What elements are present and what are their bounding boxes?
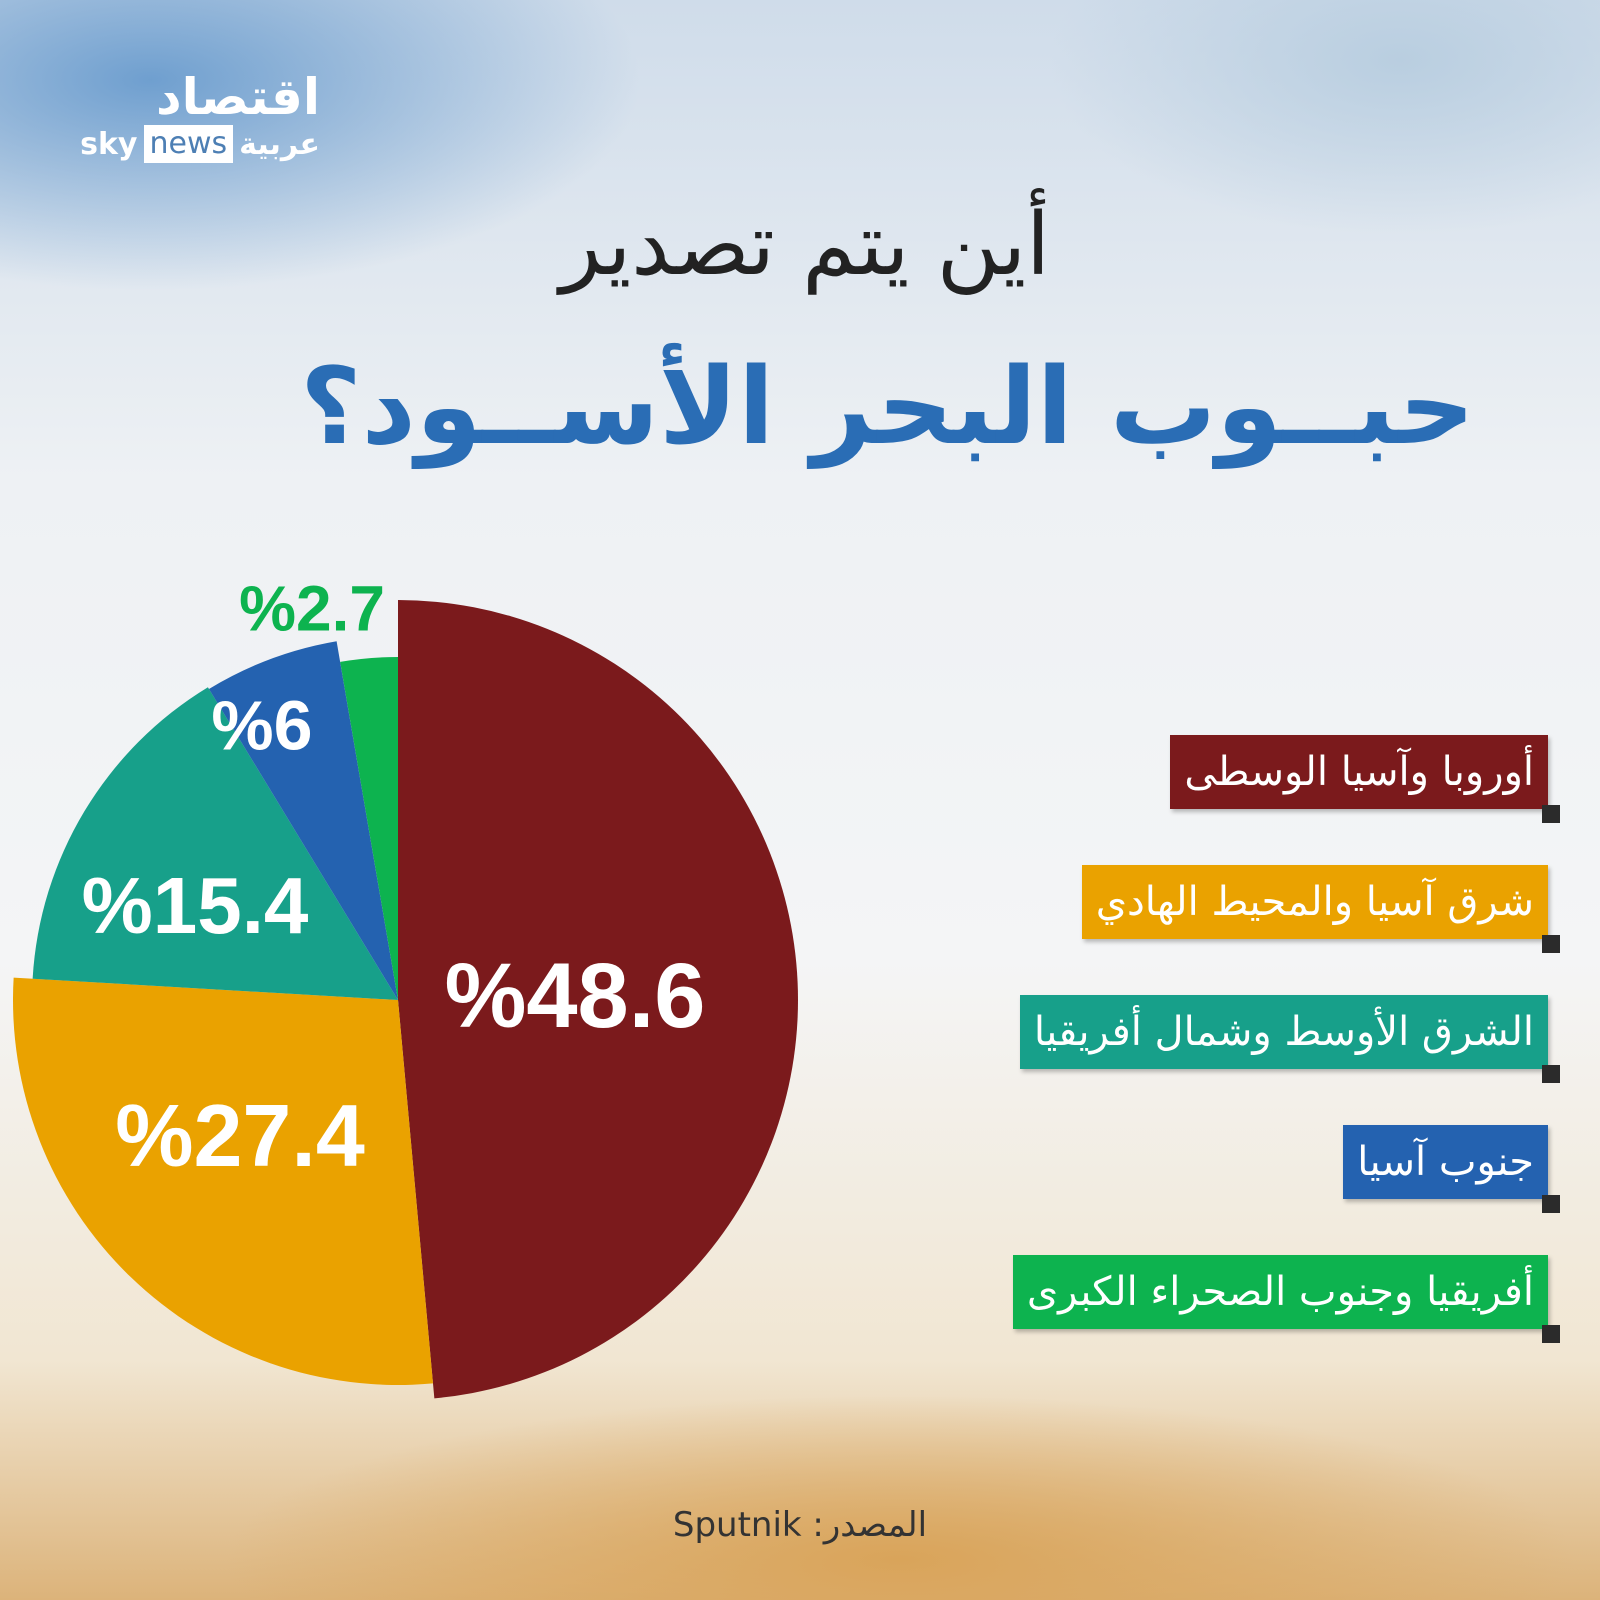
logo-arabic-bottom: عربية — [239, 126, 320, 162]
pie-slice-1 — [398, 600, 798, 1399]
logo-sky: sky — [80, 126, 138, 162]
sky-news-arabia-logo: اقتصاد sky news عربية — [68, 70, 320, 163]
pie-slice-3 — [32, 687, 399, 1000]
legend-label: أفريقيا وجنوب الصحراء الكبرى — [1026, 1269, 1534, 1315]
pie-data-label: %6 — [211, 687, 312, 765]
legend-marker — [1542, 1065, 1560, 1083]
legend-item: أوروبا وآسيا الوسطى — [1170, 735, 1560, 823]
legend-label: أوروبا وآسيا الوسطى — [1184, 749, 1534, 795]
pie-data-label: %27.4 — [115, 1086, 365, 1185]
legend-item: شرق آسيا والمحيط الهادي — [1081, 865, 1560, 953]
legend-marker — [1542, 1325, 1560, 1343]
pie-data-label: %2.7 — [239, 572, 385, 644]
pie-data-label: %15.4 — [82, 861, 309, 950]
source-note: المصدر: Sputnik — [672, 1505, 928, 1545]
logo-arabic-top: اقتصاد — [156, 68, 320, 126]
title-line-2: حبــوب البحر الأســود؟ — [300, 345, 1475, 468]
pie-slice-2 — [12, 977, 433, 1385]
legend-item: جنوب آسيا — [1343, 1125, 1560, 1213]
legend-item: الشرق الأوسط وشمال أفريقيا — [1019, 995, 1560, 1083]
legend-marker — [1542, 805, 1560, 823]
pie-slice-5 — [340, 657, 398, 1000]
legend-marker — [1542, 1195, 1560, 1213]
logo-news: news — [143, 125, 234, 163]
legend-label: شرق آسيا والمحيط الهادي — [1095, 879, 1534, 925]
legend-marker — [1542, 935, 1560, 953]
legend-item: أفريقيا وجنوب الصحراء الكبرى — [1012, 1255, 1560, 1343]
pie-data-label: %48.6 — [445, 945, 706, 1047]
legend-label: جنوب آسيا — [1357, 1139, 1534, 1185]
pie-slice-4 — [208, 641, 398, 1000]
legend-label: الشرق الأوسط وشمال أفريقيا — [1033, 1009, 1534, 1055]
title-line-1: أين يتم تصدير — [559, 195, 1051, 295]
